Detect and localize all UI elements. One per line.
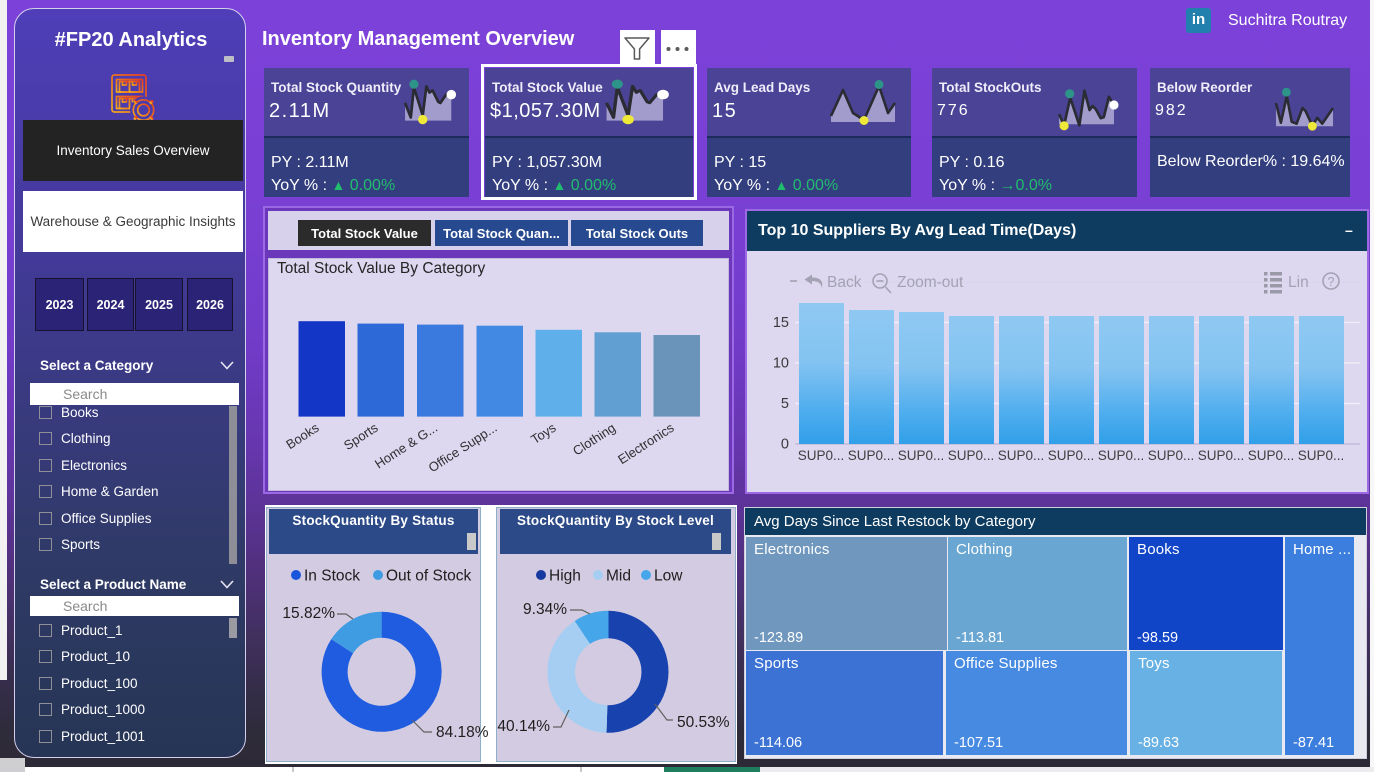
svg-text:SUP0...: SUP0... bbox=[848, 448, 895, 463]
svg-text:Toys: Toys bbox=[528, 420, 559, 447]
svg-text:SUP0...: SUP0... bbox=[1198, 448, 1245, 463]
svg-text:SUP0...: SUP0... bbox=[1298, 448, 1345, 463]
svg-text:Books: Books bbox=[283, 420, 322, 453]
svg-text:Sports: Sports bbox=[341, 420, 381, 453]
svg-text:84.18%: 84.18% bbox=[436, 724, 489, 741]
svg-text:9.34%: 9.34% bbox=[523, 601, 567, 618]
svg-text:SUP0...: SUP0... bbox=[1248, 448, 1295, 463]
svg-text:SUP0...: SUP0... bbox=[1148, 448, 1195, 463]
svg-text:Zoom-out: Zoom-out bbox=[897, 274, 964, 291]
svg-text:In Stock: In Stock bbox=[304, 568, 360, 585]
svg-text:?: ? bbox=[1328, 275, 1335, 289]
svg-text:15: 15 bbox=[773, 315, 789, 331]
svg-text:Out of Stock: Out of Stock bbox=[386, 568, 472, 585]
svg-text:40.14%: 40.14% bbox=[497, 718, 550, 735]
svg-text:50.53%: 50.53% bbox=[677, 714, 730, 731]
svg-text:Back: Back bbox=[827, 274, 862, 291]
svg-text:Clothing: Clothing bbox=[570, 420, 618, 459]
svg-text:Mid: Mid bbox=[606, 568, 631, 585]
svg-text:0: 0 bbox=[781, 437, 789, 453]
svg-text:SUP0...: SUP0... bbox=[1098, 448, 1145, 463]
svg-text:Low: Low bbox=[654, 568, 683, 585]
svg-text:SUP0...: SUP0... bbox=[998, 448, 1045, 463]
svg-text:5: 5 bbox=[781, 396, 789, 412]
svg-text:Electronics: Electronics bbox=[615, 420, 677, 467]
svg-text:SUP0...: SUP0... bbox=[1048, 448, 1095, 463]
svg-text:SUP0...: SUP0... bbox=[948, 448, 995, 463]
svg-text:High: High bbox=[549, 568, 581, 585]
svg-text:15.82%: 15.82% bbox=[282, 605, 335, 622]
svg-text:10: 10 bbox=[773, 356, 789, 372]
svg-text:Lin: Lin bbox=[1288, 274, 1309, 291]
svg-text:SUP0...: SUP0... bbox=[898, 448, 945, 463]
svg-text:SUP0...: SUP0... bbox=[798, 448, 845, 463]
